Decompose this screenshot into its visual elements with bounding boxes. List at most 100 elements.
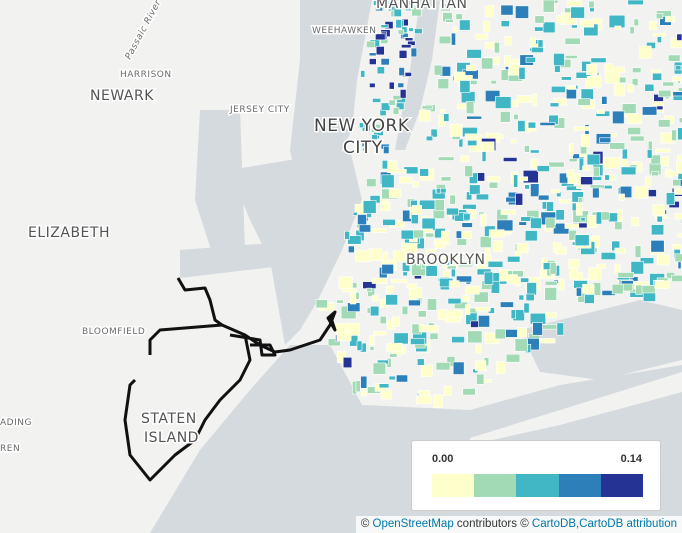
block [460,155,470,163]
block [627,0,644,6]
block [611,283,624,295]
block [566,0,582,7]
attribution-link[interactable]: attribution [626,518,677,530]
block [375,7,384,12]
attribution-text: contributors © [456,518,529,530]
block [411,205,422,215]
block [368,248,383,261]
block [580,88,594,100]
block [446,356,456,367]
block [406,0,414,6]
block [368,26,375,34]
block [614,263,621,274]
block [425,248,437,258]
block [382,2,389,10]
block [573,126,591,132]
block [435,187,447,194]
block [359,122,365,129]
block [449,194,456,205]
block [614,247,626,254]
block [626,113,642,124]
osm-link[interactable]: OpenStreetMap [372,518,454,530]
blocks [315,0,682,409]
block [437,309,447,320]
place-label: ISLAND [144,430,199,446]
block [506,274,518,285]
block [336,299,344,304]
block [523,302,530,314]
block [401,32,409,38]
block [644,176,652,187]
block [500,209,516,215]
block [517,176,529,182]
block [630,135,645,142]
block [558,278,565,291]
block [398,50,408,59]
attribution-text: © [360,518,370,530]
block [462,295,470,302]
block [438,35,452,45]
block [458,138,464,148]
legend-max: 0.14 [620,453,642,465]
block [655,13,664,20]
block [381,264,394,275]
block [408,287,423,299]
block [401,242,418,255]
block [617,208,623,222]
block [618,193,625,202]
block [665,192,675,206]
block [449,123,463,137]
block [455,230,462,239]
block [578,157,585,171]
block [455,13,463,20]
block [437,78,450,90]
block [553,53,565,67]
block [652,32,666,37]
block [651,224,665,236]
block [630,261,644,275]
block [422,325,439,332]
block [459,80,471,93]
place-label: BROOKLYN [406,252,486,268]
block [433,64,443,76]
cartodb-link[interactable]: CartoDB,CartoDB [531,518,624,530]
place-label: MANHATTAN [376,0,467,12]
block [425,135,434,142]
block [389,353,398,358]
block [530,217,542,229]
legend-swatch [516,474,559,497]
block [342,288,358,293]
block [629,26,635,35]
block [564,223,580,229]
block [612,110,625,125]
block [641,285,656,294]
block [677,233,682,238]
block [656,36,662,43]
block [542,21,556,34]
block [443,113,450,122]
block [368,52,377,57]
place-label: NEWARK [90,88,154,104]
block [479,236,492,248]
block [361,391,368,397]
block [456,275,472,283]
block [589,7,595,13]
block [487,176,501,182]
block [487,260,504,268]
block [482,378,492,384]
block [373,0,379,6]
block [485,90,501,102]
block [445,18,454,23]
block [650,240,665,253]
block [613,83,626,97]
block [481,57,494,70]
block [425,265,438,277]
block [658,89,672,98]
block [511,138,517,144]
block [480,213,487,227]
block [451,268,456,278]
block [577,98,591,106]
block [399,176,413,184]
block [366,178,377,188]
block [671,274,682,282]
